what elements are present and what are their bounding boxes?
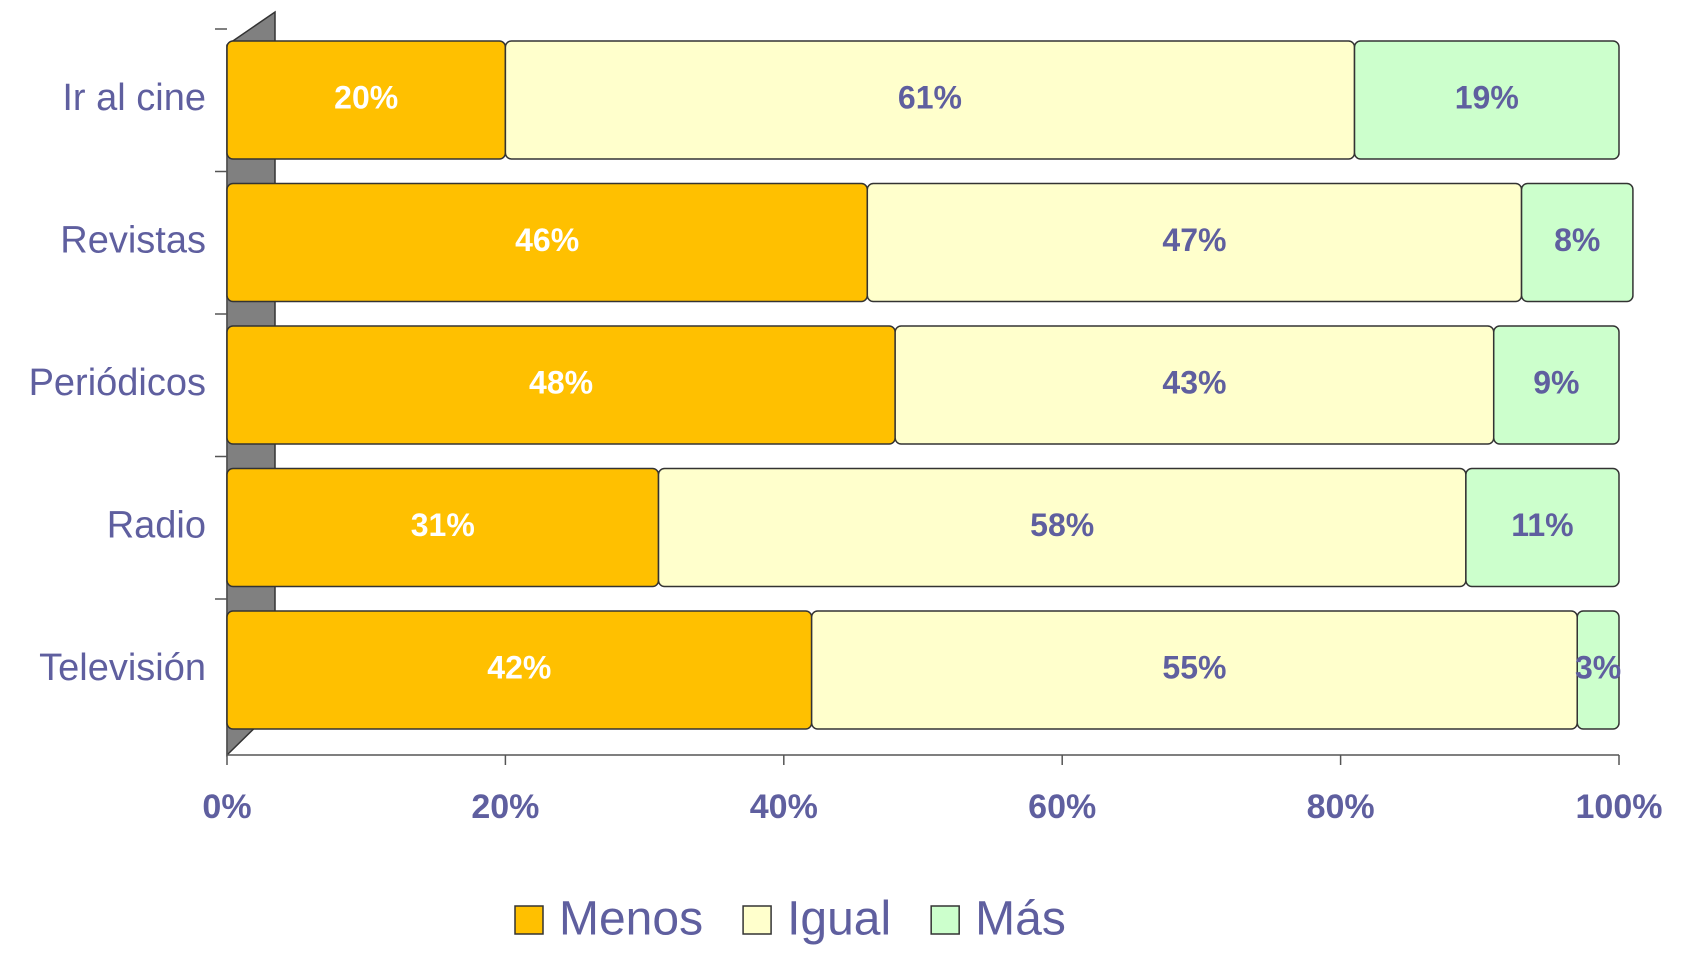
x-tick-label: 80%	[1307, 788, 1375, 826]
data-label: 20%	[334, 79, 398, 115]
x-tick-label: 100%	[1576, 788, 1663, 826]
data-label: 31%	[411, 507, 475, 543]
legend-label: Más	[975, 893, 1066, 946]
data-label: 55%	[1162, 649, 1226, 685]
bar-segment	[1576, 610, 1620, 730]
data-label: 9%	[1533, 364, 1579, 400]
bar-segment	[1353, 40, 1620, 160]
data-label: 46%	[515, 222, 579, 258]
bar-segment	[1520, 182, 1634, 303]
legend-swatch	[742, 905, 772, 935]
data-label: 47%	[1162, 222, 1226, 258]
x-tick-label: 20%	[471, 788, 539, 826]
x-tick-label: 40%	[750, 788, 818, 826]
data-label: 48%	[529, 364, 593, 400]
bar-segment	[1465, 467, 1620, 588]
x-tick-label: 60%	[1028, 788, 1096, 826]
data-label: 43%	[1162, 364, 1226, 400]
data-label: 61%	[898, 79, 962, 115]
data-label: 19%	[1455, 79, 1519, 115]
x-tick-label: 0%	[202, 788, 251, 826]
legend-label: Menos	[559, 893, 703, 946]
data-label: 42%	[487, 649, 551, 685]
y-tick-label: Periódicos	[29, 362, 206, 404]
y-tick-label: Televisión	[39, 647, 206, 689]
data-label: 3%	[1575, 649, 1621, 685]
y-tick-label: Revistas	[60, 220, 206, 262]
y-tick-label: Ir al cine	[62, 77, 206, 119]
bar-segment	[1492, 325, 1620, 445]
data-label: 11%	[1511, 507, 1573, 543]
legend-swatch	[930, 905, 960, 935]
legend-swatch	[514, 905, 544, 935]
data-label: 58%	[1030, 507, 1094, 543]
y-tick-label: Radio	[107, 505, 206, 547]
data-label: 8%	[1554, 222, 1600, 258]
legend-label: Igual	[787, 893, 891, 946]
